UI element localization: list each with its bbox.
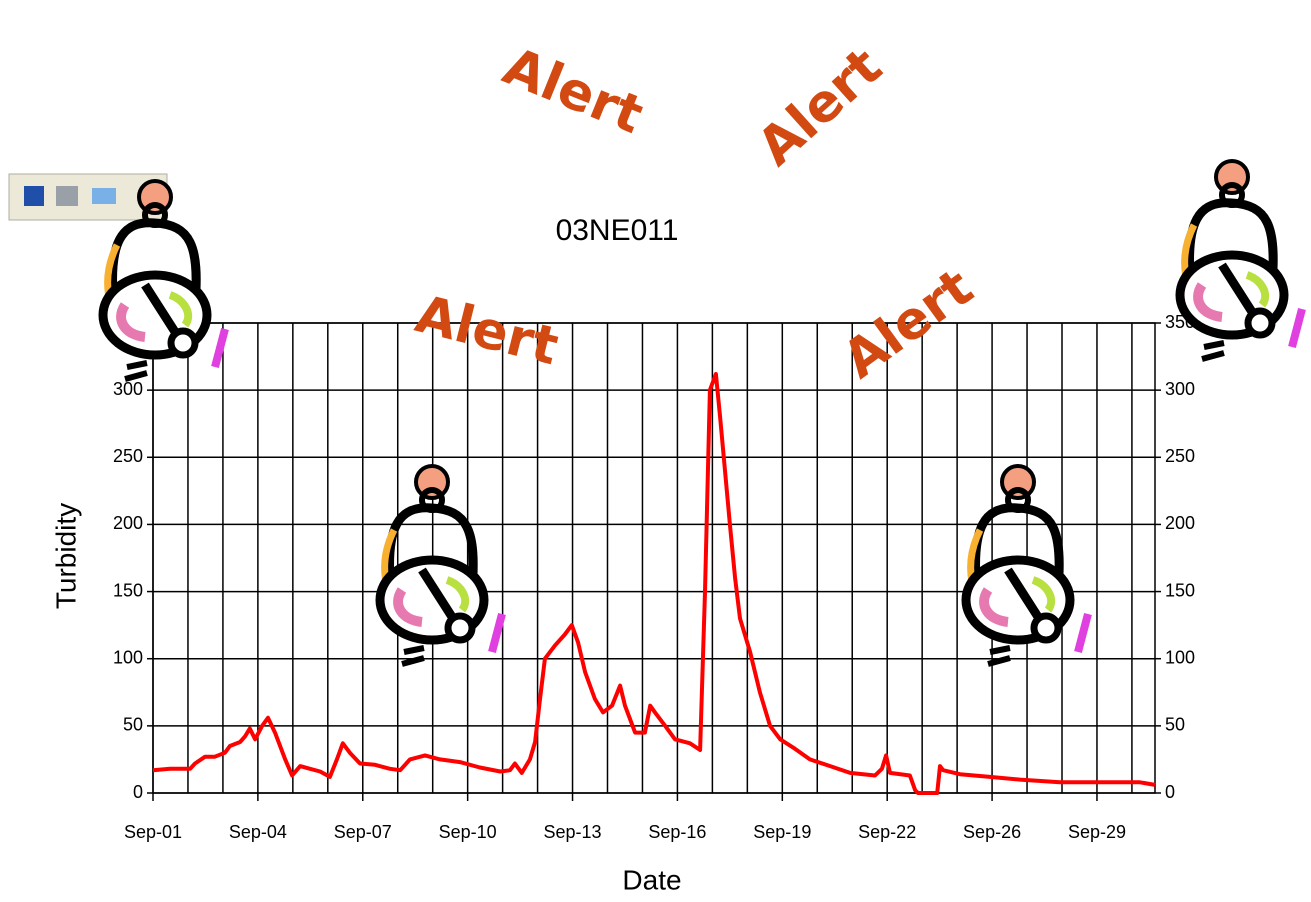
y-tick-label: 150 (113, 580, 143, 600)
chart: 0050501001001501502002002502503003003503… (0, 0, 1311, 897)
y-tick-label: 250 (113, 446, 143, 466)
x-tick-label: Sep-29 (1068, 822, 1126, 842)
y-tick-label: 50 (123, 715, 143, 735)
y2-tick-label: 200 (1165, 513, 1195, 533)
y2-tick-label: 0 (1165, 782, 1175, 802)
alert-text: Alert (832, 257, 984, 390)
x-axis-label: Date (622, 864, 681, 895)
bell-icon (1180, 161, 1302, 359)
x-tick-label: Sep-10 (439, 822, 497, 842)
page: 0050501001001501502002002502503003003503… (0, 0, 1311, 902)
y2-tick-label: 300 (1165, 379, 1195, 399)
decorations (103, 161, 1302, 664)
y2-tick-label: 150 (1165, 580, 1195, 600)
print-button[interactable] (56, 186, 78, 206)
y-tick-label: 100 (113, 647, 143, 667)
alert-text: Alert (747, 37, 894, 178)
y-tick-label: 300 (113, 379, 143, 399)
x-tick-label: Sep-22 (858, 822, 916, 842)
x-tick-label: Sep-19 (753, 822, 811, 842)
save-button[interactable] (24, 186, 44, 206)
mail-button[interactable] (92, 188, 116, 204)
y-tick-label: 200 (113, 513, 143, 533)
x-tick-label: Sep-07 (334, 822, 392, 842)
x-tick-label: Sep-26 (963, 822, 1021, 842)
x-tick-label: Sep-13 (544, 822, 602, 842)
y-tick-label: 0 (133, 782, 143, 802)
x-tick-label: Sep-01 (124, 822, 182, 842)
y-axis-label: Turbidity (50, 503, 81, 609)
y2-tick-label: 100 (1165, 647, 1195, 667)
x-tick-label: Sep-16 (648, 822, 706, 842)
x-tick-label: Sep-04 (229, 822, 287, 842)
y2-tick-label: 50 (1165, 715, 1185, 735)
alert-text: Alert (495, 36, 651, 146)
bell-icon (966, 466, 1088, 664)
y2-tick-label: 250 (1165, 446, 1195, 466)
chart-title: 03NE011 (556, 214, 679, 247)
